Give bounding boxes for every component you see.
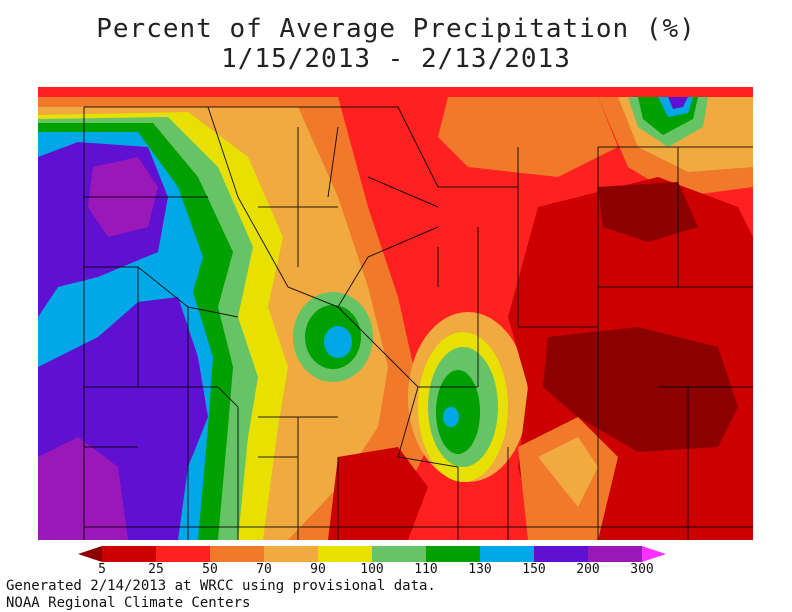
legend-tick-label: 110 — [414, 562, 438, 577]
legend-tick-label: 70 — [256, 562, 272, 577]
generated-note: Generated 2/14/2013 at WRCC using provis… — [6, 578, 436, 594]
legend-swatch — [102, 546, 156, 562]
legend-tick-label: 50 — [202, 562, 218, 577]
legend-tick-label: 90 — [310, 562, 326, 577]
legend-arrow-high — [642, 546, 666, 562]
legend-swatch — [156, 546, 210, 562]
legend-swatch — [480, 546, 534, 562]
legend-tick-label: 150 — [522, 562, 546, 577]
legend-tick-label: 25 — [148, 562, 164, 577]
region-25-50-south — [328, 447, 428, 540]
legend-swatch — [264, 546, 318, 562]
region-200-300-ne — [668, 97, 688, 109]
legend-tick-label: 130 — [468, 562, 492, 577]
map-title: Percent of Average Precipitation (%) — [96, 14, 696, 44]
date-range: 1/15/2013 - 2/13/2013 — [221, 44, 571, 74]
region-300-plus-sw — [38, 437, 128, 540]
legend-swatch — [318, 546, 372, 562]
source-note: NOAA Regional Climate Centers — [6, 595, 251, 611]
color-legend — [78, 546, 666, 562]
region-150-200-south — [443, 407, 459, 427]
region-5-25-east-south — [543, 327, 738, 452]
precipitation-map — [38, 87, 753, 540]
region-130-150-south — [436, 370, 480, 454]
legend-tick-label: 200 — [576, 562, 600, 577]
legend-swatch — [210, 546, 264, 562]
region-70-90-north — [438, 97, 618, 177]
legend-tick-label: 5 — [98, 562, 106, 577]
region-150-200-central — [324, 326, 352, 358]
legend-swatch — [426, 546, 480, 562]
region-5-25-east-north — [598, 182, 698, 242]
legend-tick-label: 300 — [630, 562, 654, 577]
legend-tick-label: 100 — [360, 562, 384, 577]
legend-swatch — [588, 546, 642, 562]
region-90-100-southeast — [538, 437, 598, 507]
legend-swatch — [534, 546, 588, 562]
legend-arrow-low — [78, 546, 102, 562]
legend-swatch — [372, 546, 426, 562]
